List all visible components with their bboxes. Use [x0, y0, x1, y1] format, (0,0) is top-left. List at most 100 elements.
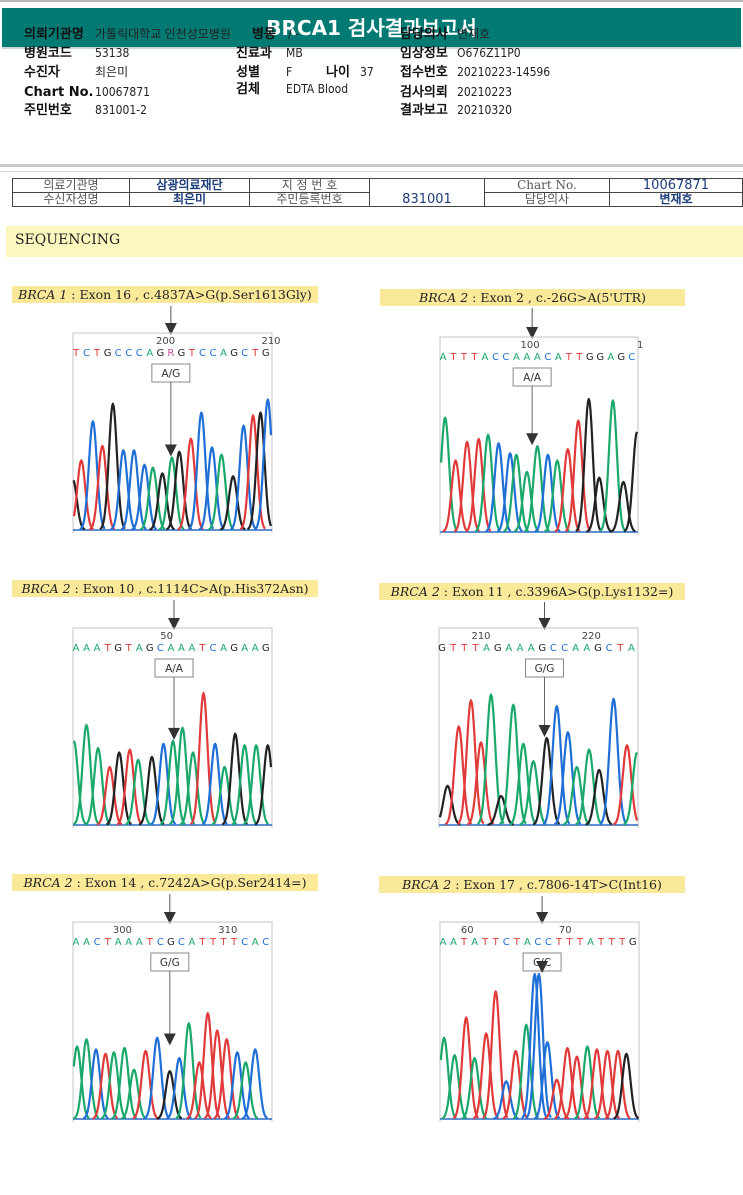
- trace-peak: [194, 1012, 221, 1120]
- trace-peak: [456, 699, 485, 826]
- base-call: A: [241, 643, 248, 654]
- genotype-label: G/G: [535, 663, 555, 675]
- info-field: 나이 37: [326, 64, 374, 81]
- base-call: T: [608, 937, 616, 948]
- arrow-down-icon: [536, 961, 549, 973]
- trace-peak: [542, 705, 571, 826]
- trace-peak: [169, 726, 196, 826]
- gene-name: BRCA 1: [18, 287, 68, 302]
- base-call: A: [628, 643, 635, 654]
- info-value: 20210320: [457, 103, 512, 117]
- base-call: A: [450, 937, 457, 948]
- trace-peak: [84, 747, 111, 826]
- trace-peak: [116, 748, 143, 826]
- info-value: 변재호: [457, 27, 491, 41]
- trace-peak: [221, 732, 248, 826]
- base-call: C: [544, 352, 551, 363]
- trace-peak: [186, 1061, 212, 1120]
- label-designation-no: 지 정 번 호: [249, 178, 370, 193]
- label-resident-no: 주민등록번호: [249, 192, 370, 207]
- base-call: T: [198, 937, 206, 948]
- base-call: A: [440, 937, 447, 948]
- section-title: SEQUENCING: [15, 232, 121, 248]
- info-label: 진료과: [236, 46, 272, 61]
- trace-group: [72, 691, 273, 826]
- trace-peak: [521, 972, 548, 1119]
- chromatogram-frame: [72, 332, 273, 533]
- base-call: C: [94, 937, 101, 948]
- trace-peak: [138, 755, 165, 826]
- info-field: 접수번호 20210223-14596: [400, 64, 550, 81]
- base-call: G: [538, 643, 546, 654]
- info-field: Chart No. 10067871: [24, 84, 150, 101]
- trace-peak: [613, 1052, 640, 1120]
- position-tick-label: 100: [520, 340, 539, 351]
- gene-name: BRCA 2: [419, 290, 469, 305]
- base-call: A: [178, 643, 185, 654]
- genotype-label: A/A: [165, 663, 184, 675]
- base-call: A: [115, 937, 122, 948]
- trace-peak: [564, 419, 592, 533]
- chromatogram-frame: [439, 921, 640, 1122]
- trace-peak: [120, 449, 147, 531]
- trace-group: [72, 1012, 272, 1120]
- trace-peak: [493, 1080, 519, 1120]
- info-label: 주민번호: [24, 103, 72, 118]
- base-call: G: [596, 352, 604, 363]
- gene-name: BRCA 2: [21, 581, 71, 596]
- base-call: G: [178, 348, 186, 359]
- trace-peak: [213, 1038, 240, 1120]
- trace-peak: [232, 1061, 259, 1120]
- base-call: C: [115, 348, 122, 359]
- base-call: G: [230, 643, 238, 654]
- base-call: A: [83, 643, 90, 654]
- info-label: 의뢰기관명: [24, 27, 84, 42]
- value-doctor: 변재호: [609, 192, 743, 207]
- base-call: A: [125, 937, 132, 948]
- trace-peak: [583, 1048, 610, 1120]
- trace-peak: [554, 448, 581, 533]
- trace-peak: [472, 1032, 499, 1120]
- trace-peak: [242, 744, 270, 826]
- position-tick-label: 310: [218, 925, 237, 936]
- info-field: 검체 EDTA Blood: [236, 81, 348, 98]
- trace-peak: [246, 411, 272, 531]
- trace-peak: [623, 751, 638, 826]
- trace-peak: [553, 731, 582, 826]
- trace-peak: [482, 990, 509, 1120]
- base-call: G: [438, 643, 446, 654]
- position-tick-label: 200: [156, 336, 175, 347]
- trace-peak: [201, 742, 228, 826]
- trace-peak: [476, 693, 505, 826]
- trace-peak: [534, 1041, 561, 1120]
- position-tick-label: 210: [261, 336, 280, 347]
- info-value: O676Z11P0: [457, 46, 521, 60]
- trace-peak: [503, 453, 530, 533]
- info-label: 임상정보: [400, 46, 448, 61]
- info-value: 37: [360, 65, 374, 79]
- info-field: 임상정보 O676Z11P0: [400, 45, 521, 62]
- trace-peak: [132, 1049, 159, 1120]
- trace-peak: [543, 1078, 570, 1120]
- base-call: G: [586, 352, 594, 363]
- base-call: T: [460, 352, 468, 363]
- base-call: T: [104, 643, 112, 654]
- trace-peak: [452, 1016, 480, 1120]
- info-value: / -: [288, 27, 299, 41]
- trace-peak: [524, 445, 551, 533]
- trace-peak: [177, 437, 204, 531]
- base-call: T: [460, 643, 468, 654]
- base-call: C: [534, 937, 541, 948]
- trace-peak: [150, 742, 177, 826]
- base-call: C: [125, 348, 132, 359]
- trace-peak: [158, 456, 185, 531]
- info-field: 수진자 최은미: [24, 64, 128, 81]
- variant-detail: : Exon 11 , c.3396A>G(p.Lys1132=): [439, 584, 674, 599]
- trace-peak: [131, 463, 158, 531]
- trace-peak: [175, 1022, 202, 1120]
- scan-header-row: 수신자성명 최은미 주민등록번호 831001 담당의사 변재호: [12, 192, 743, 207]
- base-call: T: [125, 643, 133, 654]
- base-call: C: [210, 643, 217, 654]
